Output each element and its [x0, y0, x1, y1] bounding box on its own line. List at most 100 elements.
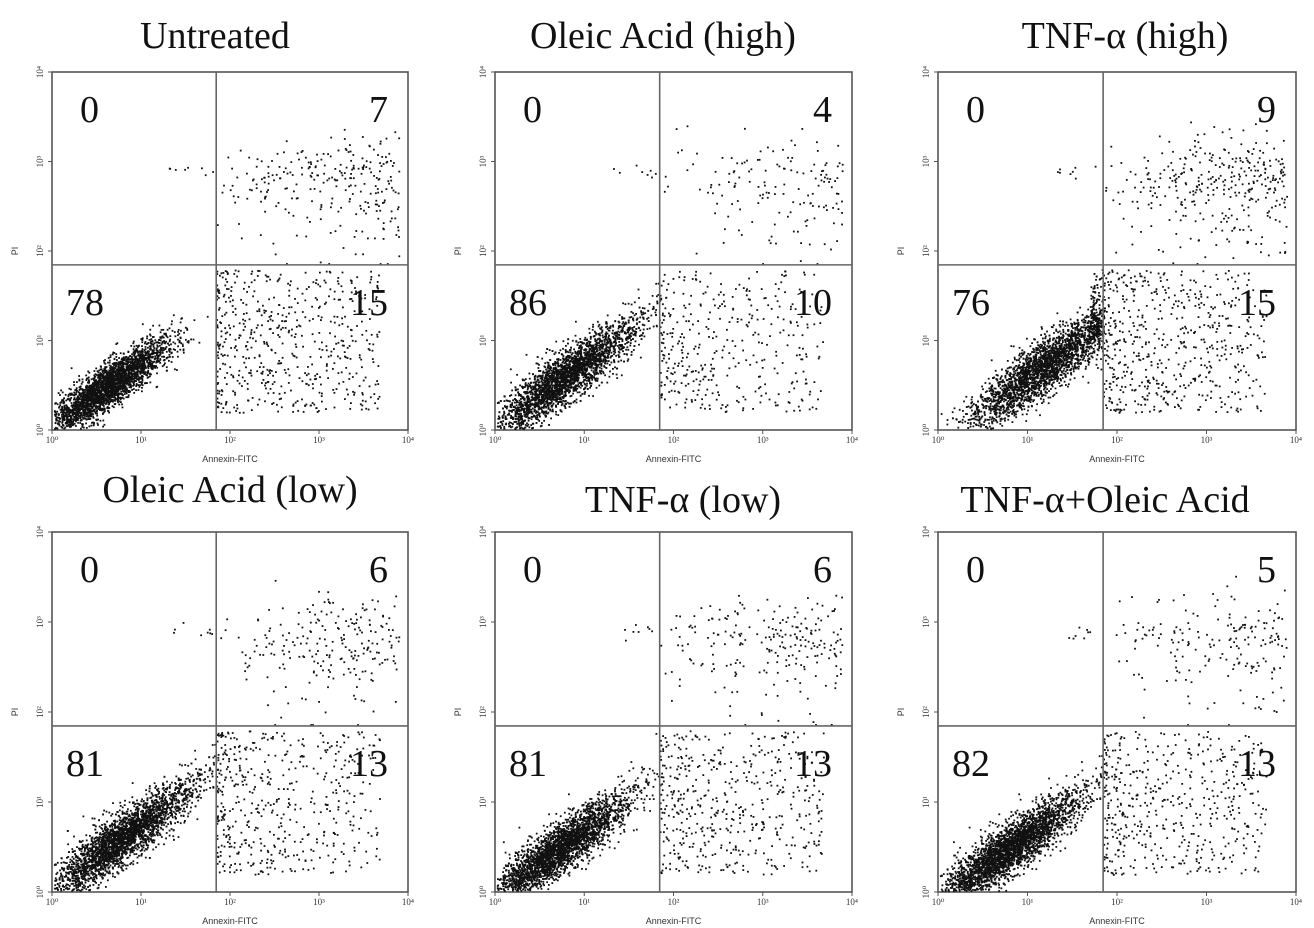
event-dot-live: [86, 403, 88, 405]
event-dot-live: [555, 411, 557, 413]
event-dot-early-apoptotic: [335, 343, 337, 345]
event-dot-late-apoptotic: [268, 183, 270, 185]
event-dot-late-apoptotic: [233, 195, 235, 197]
event-dot-live: [94, 398, 96, 400]
event-dot-early-apoptotic: [218, 348, 220, 350]
event-dot-live: [106, 394, 108, 396]
event-dot-early-apoptotic: [251, 329, 253, 331]
event-dot-live: [154, 367, 156, 369]
event-dot-live: [116, 373, 118, 375]
event-dot-live: [66, 425, 68, 427]
event-dot-early-apoptotic: [296, 326, 298, 328]
event-dot-live: [113, 367, 115, 369]
event-dot-early-apoptotic: [247, 388, 249, 390]
event-dot-live: [87, 407, 89, 409]
event-dot-live: [123, 353, 125, 355]
event-dot-late-apoptotic: [369, 145, 371, 147]
event-dot-live: [177, 351, 179, 353]
event-dot-late-apoptotic: [283, 171, 285, 173]
event-dot-early-apoptotic: [320, 356, 322, 358]
event-dot-live: [100, 374, 102, 376]
event-dot-early-apoptotic: [338, 283, 340, 285]
event-dot-live: [529, 373, 531, 375]
event-dot-live: [116, 342, 118, 344]
event-dot-live: [79, 389, 81, 391]
event-dot-early-apoptotic: [217, 351, 219, 353]
event-dot-late-apoptotic: [346, 149, 348, 151]
event-dot-early-apoptotic: [266, 343, 268, 345]
event-dot-late-apoptotic: [346, 167, 348, 169]
event-dot-live: [78, 398, 80, 400]
event-dot-early-apoptotic: [244, 380, 246, 382]
event-dot-live: [93, 422, 95, 424]
event-dot-live: [133, 392, 135, 394]
event-dot-live: [139, 386, 141, 388]
event-dot-early-apoptotic: [280, 362, 282, 364]
event-dot-early-apoptotic: [308, 373, 310, 375]
event-dot-early-apoptotic: [334, 298, 336, 300]
event-dot-early-apoptotic: [259, 399, 261, 401]
event-dot-early-apoptotic: [222, 407, 224, 409]
event-dot-live: [153, 361, 155, 363]
event-dot-late-apoptotic: [330, 206, 332, 208]
event-dot-live: [126, 368, 128, 370]
event-dot-early-apoptotic: [261, 314, 263, 316]
event-dot-live: [86, 427, 88, 429]
event-dot-live: [609, 371, 611, 373]
event-dot-live: [73, 399, 75, 401]
event-dot-early-apoptotic: [302, 293, 304, 295]
event-dot-late-apoptotic: [302, 150, 304, 152]
event-dot-early-apoptotic: [257, 275, 259, 277]
event-dot-early-apoptotic: [224, 327, 226, 329]
event-dot-live: [78, 406, 80, 408]
event-dot-late-apoptotic: [321, 204, 323, 206]
event-dot-late-apoptotic: [290, 172, 292, 174]
event-dot-early-apoptotic: [239, 370, 241, 372]
event-dot-live: [88, 397, 90, 399]
event-dot-live: [116, 359, 118, 361]
event-dot-live: [129, 391, 131, 393]
event-dot-late-apoptotic: [320, 262, 322, 264]
event-dot-live: [167, 329, 169, 331]
event-dot-live: [68, 407, 70, 409]
event-dot-early-apoptotic: [224, 354, 226, 356]
event-dot-live: [128, 368, 130, 370]
event-dot-early-apoptotic: [291, 306, 293, 308]
event-dot-live: [182, 345, 184, 347]
event-dot-early-apoptotic: [273, 297, 275, 299]
event-dot-live: [138, 384, 140, 386]
event-dot-live: [142, 356, 144, 358]
event-dot-late-apoptotic: [272, 174, 274, 176]
event-dot-early-apoptotic: [353, 394, 355, 396]
event-dot-early-apoptotic: [352, 391, 354, 393]
event-dot-early-apoptotic: [254, 290, 256, 292]
event-dot-early-apoptotic: [338, 383, 340, 385]
event-dot-live: [119, 369, 121, 371]
event-dot-live: [92, 400, 94, 402]
event-dot-early-apoptotic: [242, 302, 244, 304]
event-dot-live: [89, 398, 91, 400]
event-dot-live: [71, 402, 73, 404]
event-dot-live: [577, 392, 579, 394]
event-dot-live: [138, 381, 140, 383]
event-dot-live: [169, 335, 171, 337]
event-dot-early-apoptotic: [243, 412, 245, 414]
event-dot-early-apoptotic: [359, 357, 361, 359]
event-dot-early-apoptotic: [266, 280, 268, 282]
event-dot-live: [85, 406, 87, 408]
event-dot-live: [134, 378, 136, 380]
event-dot-live: [141, 354, 143, 356]
event-dot-live: [133, 355, 135, 357]
event-dot-late-apoptotic: [369, 168, 371, 170]
event-dot-early-apoptotic: [321, 393, 323, 395]
event-dot-early-apoptotic: [263, 341, 265, 343]
event-dot-live: [107, 381, 109, 383]
event-dot-early-apoptotic: [225, 301, 227, 303]
event-dot-early-apoptotic: [224, 294, 226, 296]
event-dot-live: [111, 396, 113, 398]
event-dot-early-apoptotic: [217, 342, 219, 344]
event-dot-late-apoptotic: [260, 191, 262, 193]
event-dot-live: [90, 414, 92, 416]
event-dot-live: [107, 362, 109, 364]
event-dot-live: [570, 395, 572, 397]
